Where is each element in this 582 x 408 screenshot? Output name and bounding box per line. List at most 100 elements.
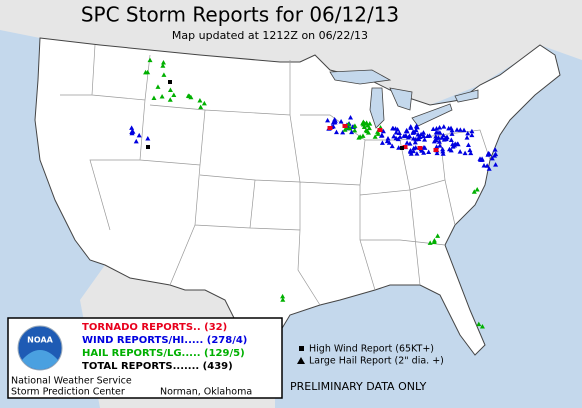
high-wind-marker	[400, 146, 404, 150]
wind-marker	[408, 151, 414, 156]
legend-label: TORNADO REPORTS.. (32)	[82, 322, 227, 333]
wind-marker	[440, 146, 446, 152]
hail-marker	[471, 189, 477, 194]
hail-marker	[367, 121, 373, 126]
hail-marker	[474, 186, 480, 192]
wind-marker	[404, 128, 410, 134]
state-lines	[60, 44, 491, 306]
tornado-marker	[402, 145, 408, 149]
wind-marker	[410, 129, 416, 134]
wind-marker	[478, 157, 484, 162]
wind-marker	[408, 125, 414, 130]
wind-marker	[440, 151, 446, 156]
legend-items: TORNADO REPORTS.. (32) WIND REPORTS/HI...…	[82, 322, 247, 372]
hail-marker	[151, 95, 157, 100]
legend-label: TOTAL REPORTS....... (439)	[82, 361, 233, 372]
wind-marker	[325, 117, 331, 123]
wind-marker	[430, 126, 436, 132]
wind-marker	[380, 128, 386, 134]
wind-marker	[485, 152, 491, 157]
wind-marker	[448, 137, 454, 142]
wind-marker	[378, 133, 384, 138]
canada	[0, 0, 582, 105]
hail-marker	[280, 293, 286, 299]
wind-marker	[332, 119, 338, 125]
wind-marker	[129, 130, 135, 136]
hail-marker	[435, 233, 441, 238]
hail-marker	[160, 60, 166, 65]
hail-marker	[356, 135, 362, 140]
tornado-marker	[342, 124, 348, 128]
wind-marker	[386, 140, 392, 145]
tornado-marker	[433, 148, 439, 152]
hail-marker	[197, 98, 203, 103]
wind-marker	[457, 149, 463, 154]
wind-marker	[414, 151, 420, 156]
tornado-marker	[327, 126, 333, 130]
legend-label: HAIL REPORTS/LG..... (129/5)	[82, 348, 245, 359]
hail-marker	[198, 104, 204, 110]
hail-marker	[361, 124, 367, 129]
wind-marker	[393, 129, 399, 135]
office-line: National Weather Service	[11, 376, 132, 387]
wind-marker	[440, 148, 446, 154]
hail-marker	[186, 93, 192, 99]
key-label: Large Hail Report (2" dia. +)	[309, 356, 444, 367]
storm-reports	[129, 57, 499, 329]
logo-text: NOAA	[27, 336, 53, 345]
wind-marker	[418, 131, 424, 137]
wind-marker	[332, 117, 338, 122]
wind-marker	[401, 133, 407, 138]
hail-marker	[201, 100, 207, 106]
wind-marker	[489, 155, 495, 161]
wind-marker	[469, 132, 475, 138]
high-wind-marker	[168, 80, 172, 84]
wind-marker	[434, 150, 440, 156]
subtitle: Map updated at 1212Z on 06/22/13	[172, 29, 368, 42]
hail-marker	[342, 127, 348, 132]
wind-marker	[421, 150, 427, 155]
hail-marker	[476, 321, 482, 327]
wind-marker	[421, 144, 427, 150]
wind-marker	[491, 153, 497, 158]
wind-marker	[426, 149, 432, 155]
key-label: High Wind Report (65KT+)	[309, 344, 434, 355]
wind-marker	[393, 126, 399, 131]
wind-marker	[441, 124, 447, 129]
hail-marker	[159, 94, 165, 99]
tornado-marker	[417, 146, 423, 150]
wind-marker	[412, 139, 418, 145]
wind-marker	[465, 142, 471, 147]
wind-marker	[461, 127, 467, 133]
wind-marker	[462, 150, 468, 156]
hail-marker	[160, 63, 166, 68]
great-lakes	[329, 69, 479, 129]
key-square	[299, 346, 304, 351]
wind-marker	[469, 128, 475, 134]
noaa-wave	[22, 350, 58, 370]
wind-marker	[468, 150, 474, 156]
wind-marker	[421, 133, 427, 139]
wind-marker	[411, 145, 417, 151]
hail-marker	[352, 127, 358, 133]
office-line: Storm Prediction Center	[11, 387, 125, 398]
key-triangle	[297, 357, 305, 364]
wind-marker	[446, 125, 452, 131]
wind-marker	[422, 137, 428, 142]
wind-marker	[449, 127, 455, 133]
wind-marker	[338, 118, 344, 124]
title: SPC Storm Reports for 06/12/13	[81, 3, 399, 27]
wind-marker	[136, 132, 142, 138]
wind-marker	[413, 127, 419, 133]
hail-marker	[155, 84, 161, 89]
wind-marker	[420, 130, 426, 135]
hail-marker	[363, 127, 369, 133]
hail-marker	[427, 240, 433, 245]
wind-marker	[437, 124, 443, 130]
hail-marker	[372, 134, 378, 139]
wind-marker	[415, 132, 421, 137]
wind-marker	[348, 114, 354, 120]
wind-marker	[379, 140, 385, 145]
